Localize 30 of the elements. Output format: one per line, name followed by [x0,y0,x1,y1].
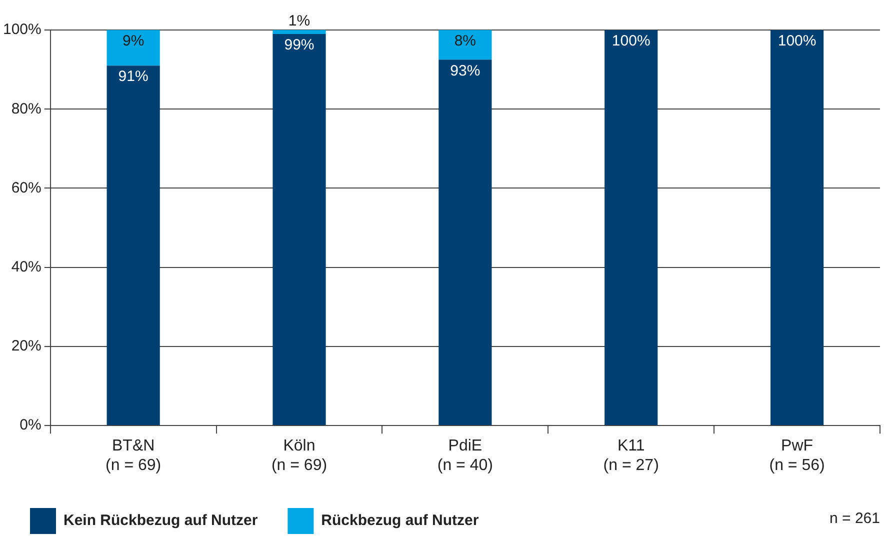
y-tick-label: 80% [11,100,42,118]
data-label: 93% [450,62,480,80]
legend-label: Rückbezug auf Nutzer [321,512,479,530]
data-label: 100% [778,32,816,50]
y-tick-label: 100% [2,21,42,38]
data-label: 8% [454,32,476,50]
data-label: 100% [612,32,650,50]
x-tick-label: PdiE (n = 40) [437,438,493,474]
bar [106,30,160,66]
data-label: 9% [122,32,144,50]
y-tick-label: 0% [20,416,42,434]
bar [438,30,492,60]
data-label: 99% [284,36,314,54]
text: n = 261 [830,510,880,527]
legend-label: Kein Rückbezug auf Nutzer [64,512,258,530]
bar [106,66,160,426]
bar [272,30,326,34]
x-tick-label: PwF (n = 56) [769,438,825,474]
data-label: 1% [288,12,310,30]
bar [604,30,658,426]
x-tick-label: Köln (n = 69) [271,438,328,474]
x-tick-label: K11 (n = 27) [603,438,659,474]
data-label: 91% [118,68,148,86]
bar [770,30,824,426]
y-tick-label: 40% [11,258,42,276]
y-tick-label: 20% [11,338,42,355]
x-tick-label: BT&N (n = 69) [106,438,162,474]
bar [272,34,326,426]
y-tick-label: 60% [11,179,42,196]
bar [438,60,492,426]
